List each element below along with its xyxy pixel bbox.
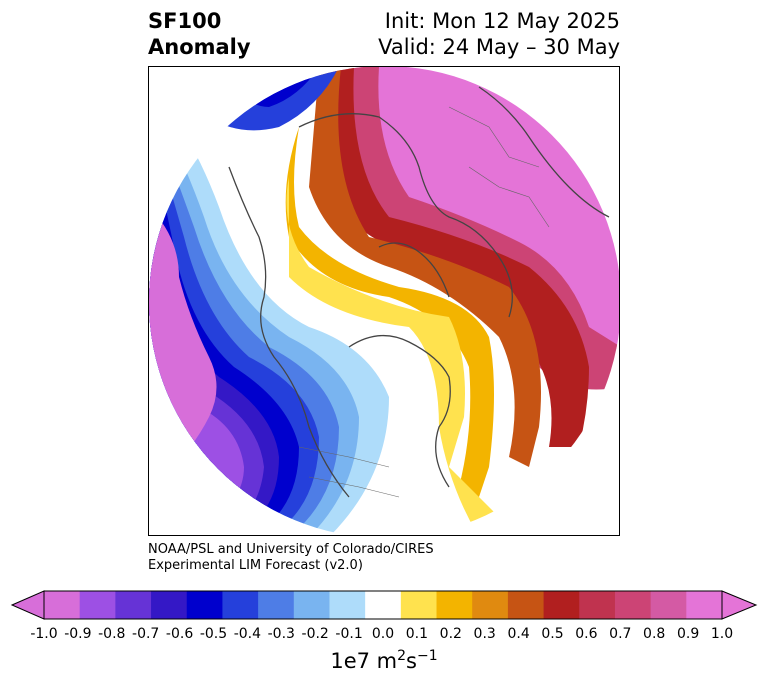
colorbar-tick-label: 0.3 bbox=[473, 626, 496, 642]
colorbar-swatch bbox=[543, 591, 580, 619]
colorbar-swatch bbox=[151, 591, 188, 619]
units-mid: s bbox=[406, 649, 417, 673]
colorbar-swatch bbox=[186, 591, 223, 619]
colorbar-tick-label: -0.1 bbox=[335, 626, 363, 642]
colorbar-tick-label: -0.9 bbox=[64, 626, 92, 642]
borders bbox=[298, 106, 550, 498]
colorbar-extend-max bbox=[721, 590, 758, 620]
credit-line-2: Experimental LIM Forecast (v2.0) bbox=[148, 558, 363, 573]
colorbar-tick-label: -1.0 bbox=[30, 626, 58, 642]
colorbar-tick-label: -0.6 bbox=[165, 626, 194, 642]
coastlines bbox=[228, 86, 610, 498]
colorbar-tick-label: 0.1 bbox=[405, 626, 429, 642]
colorbar-swatch bbox=[79, 591, 116, 619]
polar-map bbox=[149, 67, 619, 535]
units-exp-2: −1 bbox=[417, 648, 438, 664]
colorbar-tick-label: 0.7 bbox=[609, 626, 632, 642]
colorbar-tick-label: 0.6 bbox=[575, 626, 598, 642]
colorbar-tick-label: 0.0 bbox=[371, 626, 395, 642]
colorbar-swatch bbox=[115, 591, 152, 619]
colorbar-extend-min bbox=[10, 590, 45, 620]
colorbar-tick-label: 0.2 bbox=[439, 626, 462, 642]
colorbar-swatch bbox=[365, 591, 402, 619]
map-panel bbox=[148, 66, 620, 536]
anomaly-label: Anomaly bbox=[148, 35, 251, 59]
colorbar-swatch bbox=[472, 591, 509, 619]
colorbar-swatch bbox=[614, 591, 652, 619]
colorbar-tick-label: -0.4 bbox=[233, 626, 262, 642]
colorbar-swatch bbox=[258, 591, 295, 619]
colorbar-swatch bbox=[222, 591, 259, 619]
units-exp-1: 2 bbox=[397, 648, 407, 664]
colorbar-swatch bbox=[436, 591, 473, 619]
colorbar-swatch bbox=[507, 591, 545, 619]
colorbar-tick-label: -0.2 bbox=[301, 626, 329, 642]
colorbar-swatch bbox=[400, 591, 438, 619]
colorbar-units: 1e7 m2s−1 bbox=[0, 648, 768, 673]
colorbar bbox=[10, 590, 758, 620]
colorbar-swatch bbox=[686, 591, 723, 619]
variable-label: SF100 bbox=[148, 9, 222, 33]
colorbar-tick-label: -0.8 bbox=[98, 626, 126, 642]
init-date: Init: Mon 12 May 2025 bbox=[384, 9, 620, 33]
colorbar-tick-label: -0.3 bbox=[267, 626, 295, 642]
units-base: 1e7 m bbox=[330, 649, 398, 673]
colorbar-tick-label: 0.9 bbox=[676, 626, 700, 642]
colorbar-swatch bbox=[293, 591, 330, 619]
colorbar-swatch bbox=[650, 591, 687, 619]
colorbar-swatch bbox=[44, 591, 81, 619]
colorbar-frame bbox=[43, 590, 723, 620]
colorbar-swatch bbox=[329, 591, 366, 619]
colorbar-tick-label: -0.5 bbox=[199, 626, 228, 642]
map-title: SF100 Anomaly bbox=[148, 8, 251, 60]
credit-line-1: NOAA/PSL and University of Colorado/CIRE… bbox=[148, 542, 434, 557]
colorbar-tick-label: -0.7 bbox=[132, 626, 160, 642]
colorbar-tick-label: 0.4 bbox=[507, 626, 530, 642]
forecast-dates: Init: Mon 12 May 2025 Valid: 24 May – 30… bbox=[378, 8, 620, 60]
valid-range: Valid: 24 May – 30 May bbox=[378, 35, 620, 59]
colorbar-tick-label: 0.8 bbox=[643, 626, 666, 642]
credit-text: NOAA/PSL and University of Colorado/CIRE… bbox=[148, 542, 434, 574]
colorbar-swatch bbox=[579, 591, 616, 619]
colorbar-tick-label: 0.5 bbox=[541, 626, 564, 642]
colorbar-tick-label: 1.0 bbox=[710, 626, 734, 642]
